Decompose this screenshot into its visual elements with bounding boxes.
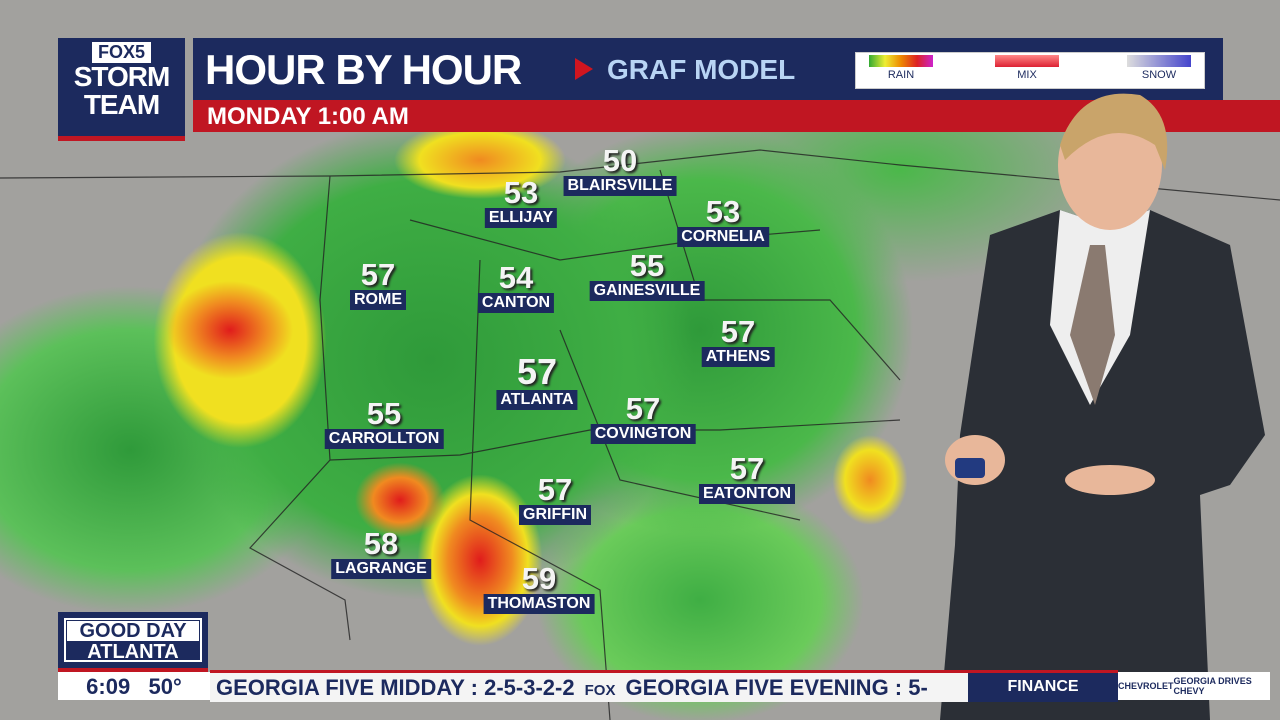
fox5-storm-team-logo: FOX5 STORM TEAM bbox=[58, 38, 185, 141]
city-temp: 58 bbox=[363, 526, 399, 561]
legend-mix: MIX bbox=[992, 55, 1062, 81]
show-logo-line1: GOOD DAY bbox=[67, 621, 199, 641]
legend-label: MIX bbox=[1017, 69, 1037, 81]
city-temp: 57 bbox=[729, 451, 765, 486]
city-label-ellijay: 53 ELLIJAY bbox=[484, 175, 558, 228]
city-label-thomaston: 59 THOMASTON bbox=[483, 561, 595, 614]
city-name: ATLANTA bbox=[496, 390, 578, 410]
sponsor-georgia-chevy: GEORGIA DRIVES CHEVY bbox=[1173, 676, 1252, 696]
city-temp: 50 bbox=[602, 143, 638, 178]
city-label-athens: 57 ATHENS bbox=[701, 314, 775, 367]
sponsor-logo: CHEVROLET GEORGIA DRIVES CHEVY bbox=[1118, 672, 1270, 700]
city-label-carrollton: 55 CARROLLTON bbox=[324, 396, 444, 449]
legend-label: RAIN bbox=[887, 69, 915, 81]
city-temp: 53 bbox=[503, 175, 539, 210]
city-temp: 54 bbox=[498, 260, 534, 295]
legend-label: SNOW bbox=[1141, 69, 1177, 81]
city-temp: 57 bbox=[360, 257, 396, 292]
city-name: ELLIJAY bbox=[484, 208, 558, 228]
news-ticker: GEORGIA FIVE MIDDAY : 2-5-3-2-2 FOX GEORGI… bbox=[210, 670, 968, 702]
city-name: CORNELIA bbox=[677, 227, 769, 247]
city-name: CANTON bbox=[477, 293, 555, 313]
city-label-cornelia: 53 CORNELIA bbox=[677, 194, 769, 247]
city-name: BLAIRSVILLE bbox=[563, 176, 677, 196]
city-name: ATHENS bbox=[701, 347, 775, 367]
city-temp: 57 bbox=[516, 351, 558, 392]
city-label-blairsville: 50 BLAIRSVILLE bbox=[563, 143, 677, 196]
ticker-item: GEORGIA FIVE MIDDAY : 2-5-3-2-2 bbox=[216, 675, 575, 700]
city-label-rome: 57 ROME bbox=[350, 257, 406, 310]
station-logo-text: FOX5 bbox=[91, 42, 151, 63]
city-name: COVINGTON bbox=[590, 424, 696, 444]
city-name: THOMASTON bbox=[483, 594, 595, 614]
sponsor-chevrolet: CHEVROLET bbox=[1118, 681, 1174, 691]
city-label-lagrange: 58 LAGRANGE bbox=[331, 526, 431, 579]
legend-rain: RAIN bbox=[866, 55, 936, 81]
city-name: ROME bbox=[350, 290, 406, 310]
current-temperature: 50° bbox=[148, 674, 182, 699]
fox-separator-logo: FOX bbox=[584, 682, 616, 699]
city-label-covington: 57 COVINGTON bbox=[590, 391, 696, 444]
city-name: EATONTON bbox=[698, 484, 796, 504]
city-name: CARROLLTON bbox=[324, 429, 444, 449]
city-temp: 55 bbox=[629, 248, 665, 283]
city-name: GAINESVILLE bbox=[589, 281, 705, 301]
storm-team-text: STORM TEAM bbox=[73, 61, 171, 120]
clock-time: 6:09 bbox=[86, 674, 131, 699]
meteorologist-presenter bbox=[940, 93, 1265, 720]
time-temperature: 6:09 50° bbox=[58, 672, 210, 700]
city-label-atlanta: 57 ATLANTA bbox=[496, 351, 578, 410]
city-temp: 57 bbox=[537, 472, 573, 507]
city-temp: 55 bbox=[366, 396, 402, 431]
ticker-segment-label: FINANCE bbox=[968, 670, 1118, 702]
city-label-griffin: 57 GRIFFIN bbox=[519, 472, 591, 525]
city-temp: 59 bbox=[521, 561, 557, 596]
city-temp: 57 bbox=[720, 314, 756, 349]
city-name: LAGRANGE bbox=[331, 559, 431, 579]
show-logo-line2: ATLANTA bbox=[87, 641, 179, 663]
precip-legend: RAIN MIX SNOW bbox=[855, 52, 1205, 89]
good-day-atlanta-logo: GOOD DAY ATLANTA bbox=[58, 612, 208, 672]
play-arrow-icon bbox=[575, 58, 593, 80]
page-title: HOUR BY HOUR bbox=[205, 46, 522, 93]
city-label-gainesville: 55 GAINESVILLE bbox=[589, 248, 705, 301]
city-label-canton: 54 CANTON bbox=[477, 260, 555, 313]
ticker-item: GEORGIA FIVE EVENING : 5- bbox=[625, 675, 928, 700]
city-label-eatonton: 57 EATONTON bbox=[698, 451, 796, 504]
header-bar: HOUR BY HOUR GRAF MODEL RAIN MIX SNOW bbox=[193, 38, 1223, 100]
model-name: GRAF MODEL bbox=[607, 54, 796, 85]
city-temp: 57 bbox=[625, 391, 661, 426]
legend-snow: SNOW bbox=[1124, 55, 1194, 81]
city-name: GRIFFIN bbox=[519, 505, 591, 525]
city-temp: 53 bbox=[705, 194, 741, 229]
